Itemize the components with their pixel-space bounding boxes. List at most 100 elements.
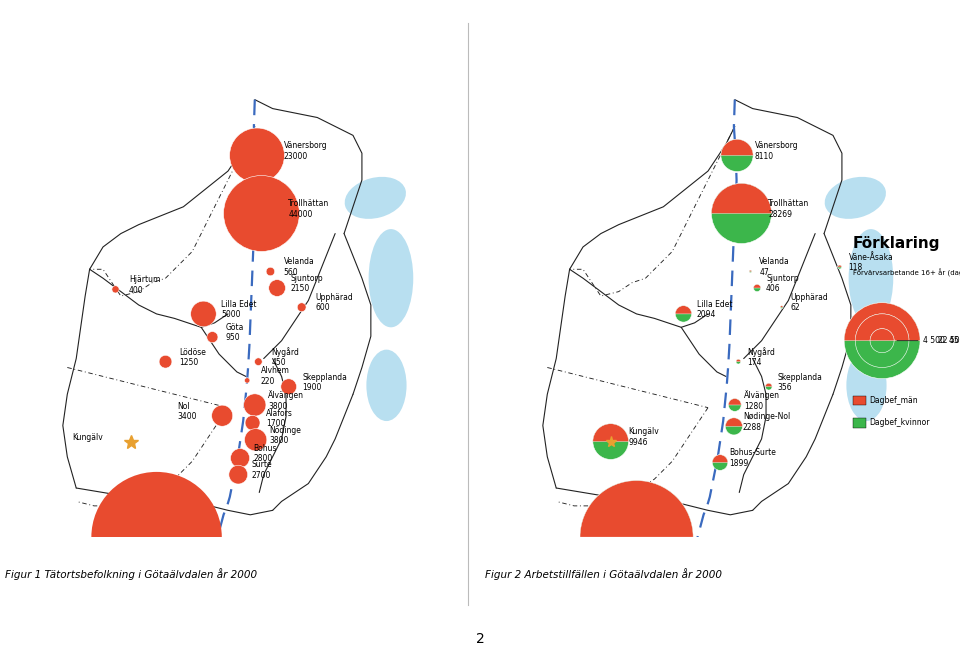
Text: Trollhättan
44000: Trollhättan 44000: [288, 199, 329, 218]
Circle shape: [721, 139, 754, 171]
Circle shape: [254, 358, 262, 366]
Text: Dagbef_män: Dagbef_män: [869, 396, 918, 405]
Circle shape: [675, 305, 691, 322]
Text: Lilla Edet
5000: Lilla Edet 5000: [222, 300, 257, 319]
Text: Nygård
450: Nygård 450: [272, 347, 300, 368]
Wedge shape: [580, 481, 693, 537]
Circle shape: [711, 183, 772, 243]
Circle shape: [838, 265, 842, 269]
Wedge shape: [855, 314, 909, 341]
Text: Alafors
1700: Alafors 1700: [266, 409, 293, 428]
Text: Sjuntorp
2150: Sjuntorp 2150: [291, 274, 324, 293]
Circle shape: [712, 455, 728, 470]
Text: Skepplanda
356: Skepplanda 356: [778, 373, 823, 392]
Text: Bohus
2800: Bohus 2800: [253, 444, 276, 463]
Wedge shape: [736, 359, 741, 362]
Wedge shape: [844, 303, 920, 341]
Wedge shape: [838, 265, 842, 267]
Text: Velanda
47: Velanda 47: [759, 257, 790, 277]
Text: Nygård
174: Nygård 174: [747, 347, 775, 368]
Text: Älvängen
3800: Älvängen 3800: [268, 390, 304, 411]
Circle shape: [298, 303, 306, 312]
Text: Vänersborg
8110: Vänersborg 8110: [755, 141, 799, 161]
Text: Kungälv
9946: Kungälv 9946: [629, 428, 660, 447]
Circle shape: [593, 424, 629, 459]
Bar: [853, 418, 866, 428]
Circle shape: [206, 332, 218, 343]
Text: 2: 2: [475, 632, 485, 646]
Text: Lilla Edet
2094: Lilla Edet 2094: [697, 300, 732, 319]
Text: Väne-Åsaka
118: Väne-Åsaka 118: [849, 253, 894, 272]
Circle shape: [224, 175, 300, 251]
Text: Alvhem
220: Alvhem 220: [260, 366, 290, 386]
Text: Hjärtum
400: Hjärtum 400: [129, 275, 160, 294]
Ellipse shape: [825, 177, 886, 219]
Text: Upphärad
62: Upphärad 62: [791, 293, 828, 313]
Circle shape: [736, 359, 741, 364]
Ellipse shape: [849, 229, 893, 327]
Text: Vänersborg
23000: Vänersborg 23000: [284, 141, 327, 161]
Text: Nol
3400: Nol 3400: [178, 402, 197, 421]
Text: Lödöse
1250: Lödöse 1250: [179, 347, 205, 367]
Text: Kungälv: Kungälv: [73, 433, 104, 441]
Circle shape: [726, 418, 742, 435]
Text: Velanda
560: Velanda 560: [284, 257, 315, 277]
Text: Sjuntorp
406: Sjuntorp 406: [766, 274, 799, 293]
Text: Figur 1 Tätortsbefolkning i Götaälvdalen år 2000: Figur 1 Tätortsbefolkning i Götaälvdalen…: [5, 568, 257, 580]
Text: Dagbef_kvinnor: Dagbef_kvinnor: [869, 419, 929, 427]
Wedge shape: [593, 424, 629, 441]
Wedge shape: [712, 455, 728, 462]
Wedge shape: [726, 418, 742, 426]
Wedge shape: [749, 270, 752, 271]
Circle shape: [729, 398, 741, 411]
Circle shape: [245, 415, 260, 430]
Circle shape: [244, 394, 266, 416]
Text: 45 000: 45 000: [949, 336, 960, 345]
Circle shape: [112, 286, 119, 293]
Circle shape: [228, 465, 248, 484]
Text: Trollhättan
28269: Trollhättan 28269: [768, 199, 809, 218]
Text: Nödinge
3800: Nödinge 3800: [269, 426, 300, 445]
Circle shape: [159, 355, 172, 368]
Circle shape: [245, 378, 250, 383]
Circle shape: [245, 428, 267, 451]
Circle shape: [229, 128, 284, 183]
Circle shape: [266, 267, 275, 276]
Wedge shape: [754, 284, 760, 288]
Text: Göta
950: Göta 950: [226, 323, 244, 342]
Circle shape: [281, 379, 297, 394]
Circle shape: [780, 306, 783, 309]
Circle shape: [580, 481, 693, 594]
Circle shape: [754, 284, 760, 292]
Circle shape: [91, 472, 222, 602]
Text: Surte
2700: Surte 2700: [252, 460, 273, 480]
Circle shape: [855, 314, 909, 368]
Circle shape: [269, 280, 285, 296]
Ellipse shape: [369, 229, 413, 327]
Wedge shape: [765, 383, 772, 387]
Ellipse shape: [847, 350, 886, 421]
Circle shape: [191, 301, 216, 327]
Circle shape: [765, 383, 772, 390]
Bar: [853, 396, 866, 405]
Wedge shape: [870, 329, 894, 341]
Wedge shape: [711, 183, 772, 213]
Text: Förklaring: Förklaring: [853, 237, 941, 251]
Text: Förvärvsarbetande 16+ år (dagbefolkning): Förvärvsarbetande 16+ år (dagbefolkning): [853, 269, 960, 277]
Ellipse shape: [345, 177, 406, 219]
Text: 22 500: 22 500: [938, 336, 960, 345]
Circle shape: [870, 329, 894, 353]
Circle shape: [211, 405, 232, 426]
Text: Bohus-Surte
1899: Bohus-Surte 1899: [729, 449, 776, 468]
Circle shape: [749, 270, 752, 273]
Circle shape: [844, 303, 920, 379]
Wedge shape: [729, 398, 741, 405]
Text: Figur 2 Arbetstillfällen i Götaälvdalen år 2000: Figur 2 Arbetstillfällen i Götaälvdalen …: [485, 568, 722, 580]
Text: Nødinge-Nol
2288: Nødinge-Nol 2288: [743, 412, 790, 432]
Wedge shape: [780, 306, 783, 307]
Wedge shape: [721, 139, 754, 156]
Ellipse shape: [367, 350, 407, 421]
Text: Skepplanda
1900: Skepplanda 1900: [302, 373, 347, 392]
Text: Upphärad
600: Upphärad 600: [315, 293, 352, 313]
Circle shape: [230, 449, 250, 468]
